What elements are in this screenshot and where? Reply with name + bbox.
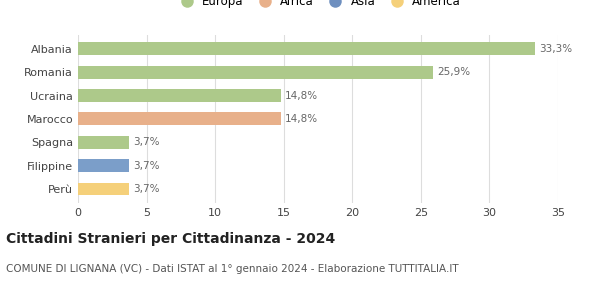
Bar [78, 89, 281, 102]
Bar [78, 182, 129, 195]
Text: 3,7%: 3,7% [133, 184, 160, 194]
Text: 14,8%: 14,8% [285, 90, 318, 101]
Bar [78, 113, 281, 125]
Legend: Europa, Africa, Asia, America: Europa, Africa, Asia, America [170, 0, 466, 13]
Bar [78, 42, 535, 55]
Bar [78, 159, 129, 172]
Bar [78, 66, 433, 79]
Text: 3,7%: 3,7% [133, 161, 160, 171]
Text: 25,9%: 25,9% [437, 67, 470, 77]
Text: 14,8%: 14,8% [285, 114, 318, 124]
Text: 33,3%: 33,3% [539, 44, 572, 54]
Text: COMUNE DI LIGNANA (VC) - Dati ISTAT al 1° gennaio 2024 - Elaborazione TUTTITALIA: COMUNE DI LIGNANA (VC) - Dati ISTAT al 1… [6, 264, 458, 274]
Bar [78, 136, 129, 149]
Text: 3,7%: 3,7% [133, 137, 160, 147]
Text: Cittadini Stranieri per Cittadinanza - 2024: Cittadini Stranieri per Cittadinanza - 2… [6, 232, 335, 246]
